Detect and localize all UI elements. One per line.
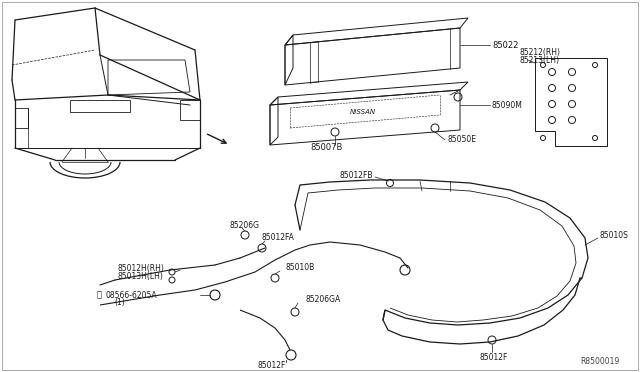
Text: 85206G: 85206G [230, 221, 260, 230]
Text: 85022: 85022 [492, 41, 518, 49]
Text: 85010B: 85010B [285, 263, 314, 273]
Text: 85013H(LH): 85013H(LH) [118, 273, 164, 282]
Text: 08566-6205A: 08566-6205A [105, 291, 157, 299]
Text: 85090M: 85090M [492, 100, 523, 109]
Text: 85206GA: 85206GA [305, 295, 340, 305]
Text: 85012FA: 85012FA [262, 234, 295, 243]
Text: 85010S: 85010S [600, 231, 629, 240]
Text: 85007B: 85007B [310, 144, 342, 153]
Text: 85012F: 85012F [480, 353, 508, 362]
Text: 85012F: 85012F [258, 360, 286, 369]
Text: 85212(RH): 85212(RH) [520, 48, 561, 57]
Text: 85050E: 85050E [447, 135, 476, 144]
Text: R8500019: R8500019 [580, 357, 620, 366]
Text: 85213(LH): 85213(LH) [520, 55, 560, 64]
Text: NISSAN: NISSAN [350, 109, 376, 115]
Text: (1): (1) [114, 298, 125, 308]
Text: 85012H(RH): 85012H(RH) [118, 263, 165, 273]
Text: Ⓑ: Ⓑ [97, 291, 102, 299]
Text: 85012FB: 85012FB [340, 170, 374, 180]
